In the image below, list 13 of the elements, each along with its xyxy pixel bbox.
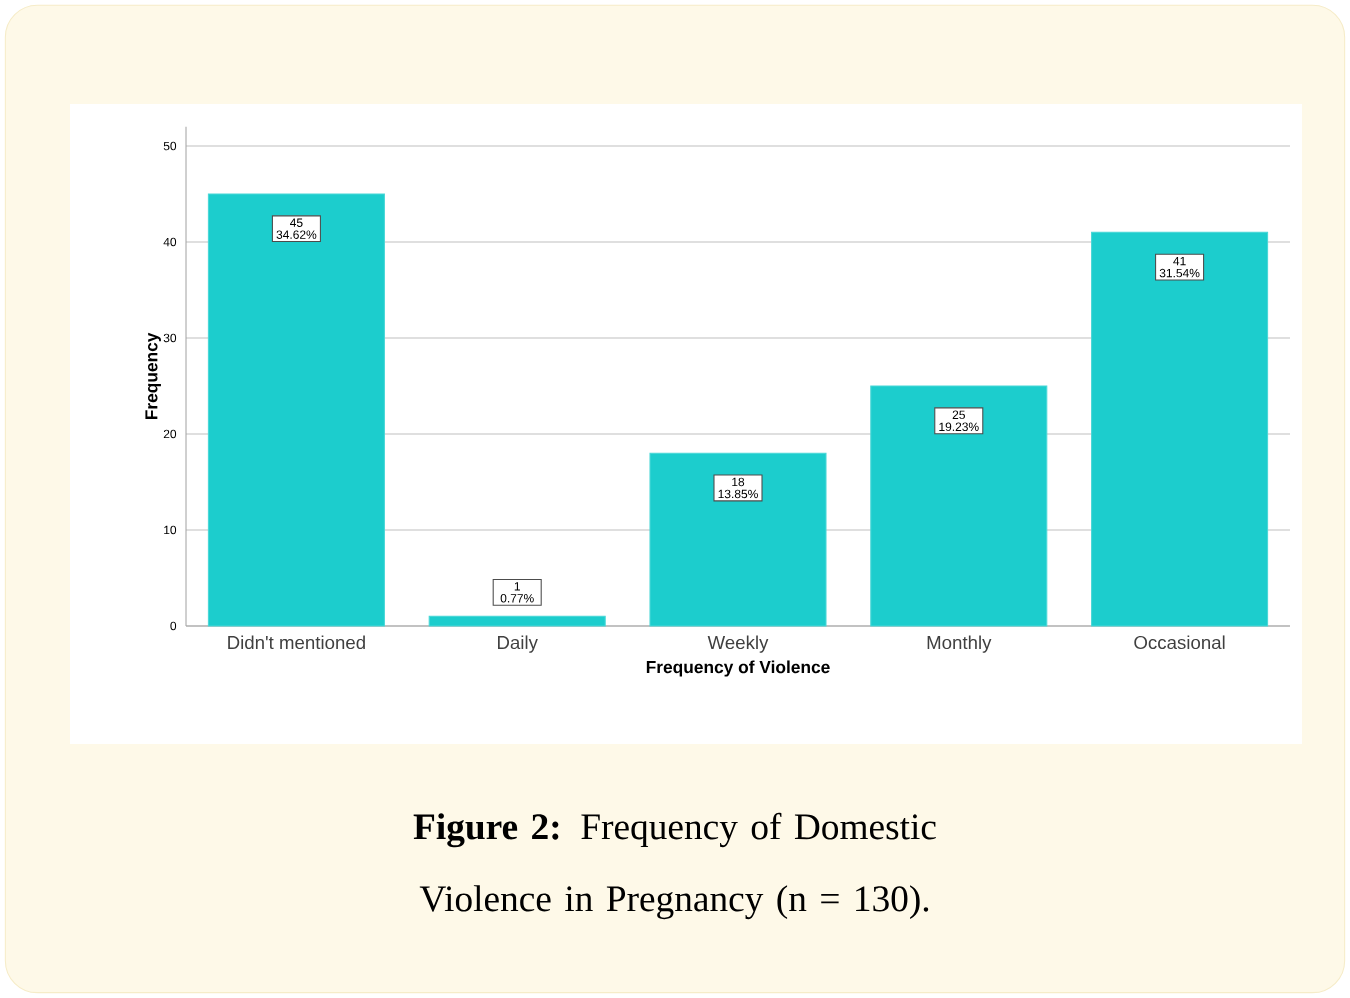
x-tick-label: Didn't mentioned bbox=[228, 635, 365, 650]
bar bbox=[649, 452, 827, 627]
x-tick-label: Occasional bbox=[1134, 635, 1225, 650]
bar bbox=[870, 385, 1048, 627]
bar bbox=[1091, 231, 1269, 627]
bar bbox=[207, 193, 385, 627]
x-tick-label: Daily bbox=[498, 635, 538, 653]
bar bbox=[428, 615, 606, 627]
text: Figure 2: Frequency of Domestic Violence in Pregnancy (n = 130). bbox=[413, 812, 936, 920]
y-axis-title: Frequency bbox=[145, 332, 161, 420]
x-tick-label: Weekly bbox=[707, 635, 769, 653]
x-tick-label: Monthly bbox=[927, 635, 992, 653]
x-axis-title: Frequency of Violence bbox=[646, 660, 830, 677]
